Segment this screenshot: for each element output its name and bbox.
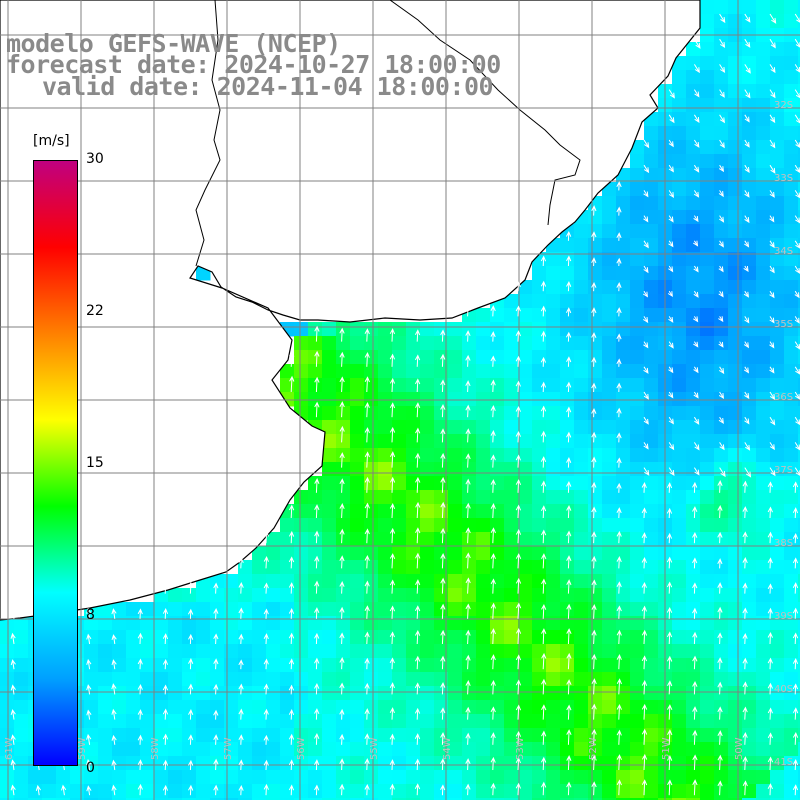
model-title: modelo GEFS-WAVE (NCEP)	[6, 29, 341, 58]
colorbar-tick-22: 22	[86, 303, 104, 319]
lon-label: 51W	[661, 737, 672, 760]
wind-arrows	[10, 13, 800, 796]
coastline	[0, 0, 701, 621]
lon-label: 58W	[150, 737, 161, 760]
lat-label: 33S	[774, 173, 793, 184]
lon-label: 61W	[4, 737, 15, 760]
valid-date: valid date: 2024-11-04 18:00:00	[42, 72, 494, 101]
lon-label: 50W	[734, 737, 745, 760]
lat-label: 41S	[774, 757, 793, 768]
colorbar-unit: [m/s]	[33, 133, 70, 149]
lat-label: 35S	[774, 319, 793, 330]
lon-label: 59W	[77, 737, 88, 760]
lat-label: 32S	[774, 100, 793, 111]
forecast-date: forecast date: 2024-10-27 18:00:00	[6, 50, 501, 79]
lat-label: 40S	[774, 684, 793, 695]
lon-label: 53W	[515, 737, 526, 760]
border-line	[389, 0, 581, 226]
lon-label: 55W	[369, 737, 380, 760]
lat-label: 39S	[774, 611, 793, 622]
border-line	[195, 0, 221, 267]
colorbar-tick-30: 30	[86, 151, 104, 167]
graticule-labels: 61W59W58W57W56W55W54W53W52W51W50W49W32S3…	[4, 100, 793, 768]
colorbar-tick-0: 0	[86, 760, 95, 776]
lat-label: 37S	[774, 465, 793, 476]
lat-label: 38S	[774, 538, 793, 549]
lon-label: 57W	[223, 737, 234, 760]
colorbar-tick-8: 8	[86, 607, 95, 623]
colorbar-tick-15: 15	[86, 455, 104, 471]
lat-label: 36S	[774, 392, 793, 403]
lon-label: 52W	[588, 737, 599, 760]
lon-label: 54W	[442, 737, 453, 760]
lon-label: 56W	[296, 737, 307, 760]
colorbar	[33, 160, 78, 766]
lat-label: 34S	[774, 246, 793, 257]
